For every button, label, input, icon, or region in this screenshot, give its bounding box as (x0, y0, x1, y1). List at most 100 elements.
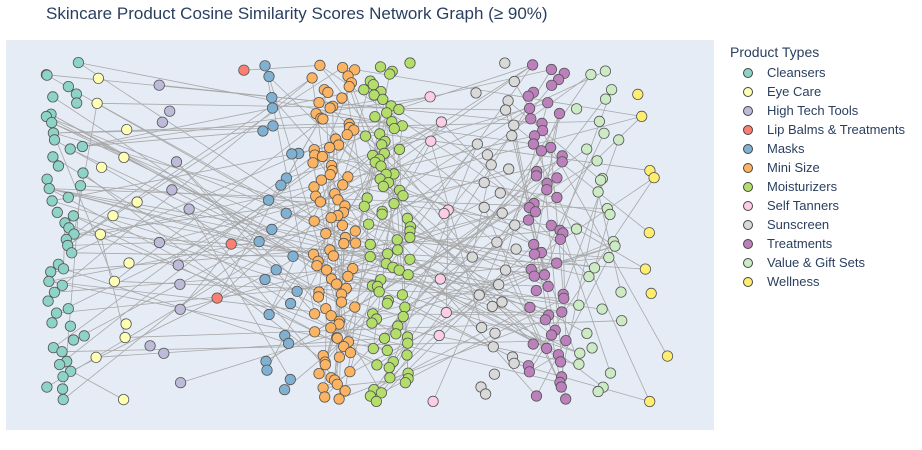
product-node[interactable] (368, 89, 380, 101)
product-node[interactable] (62, 191, 74, 203)
product-node[interactable] (574, 347, 586, 359)
product-node[interactable] (404, 231, 416, 243)
product-node[interactable] (312, 291, 324, 303)
product-node[interactable] (144, 340, 156, 352)
product-node[interactable] (404, 253, 416, 265)
product-node[interactable] (327, 250, 339, 262)
legend-item[interactable]: Sunscreen (730, 215, 905, 234)
product-node[interactable] (253, 236, 265, 248)
product-node[interactable] (164, 105, 176, 117)
product-node[interactable] (320, 264, 333, 276)
product-node[interactable] (316, 150, 328, 163)
product-node[interactable] (46, 317, 58, 329)
product-node[interactable] (434, 273, 446, 285)
product-node[interactable] (314, 196, 326, 208)
product-node[interactable] (525, 113, 537, 125)
product-node[interactable] (599, 65, 612, 77)
product-node[interactable] (53, 358, 66, 371)
product-node[interactable] (639, 263, 652, 275)
product-node[interactable] (392, 244, 404, 256)
product-node[interactable] (362, 218, 375, 230)
product-node[interactable] (266, 92, 278, 104)
product-node[interactable] (570, 103, 583, 115)
product-node[interactable] (661, 350, 674, 362)
product-node[interactable] (599, 93, 612, 105)
product-node[interactable] (257, 125, 269, 137)
product-node[interactable] (96, 161, 108, 173)
product-node[interactable] (338, 237, 350, 250)
product-node[interactable] (74, 180, 87, 192)
product-node[interactable] (331, 378, 343, 390)
product-node[interactable] (64, 320, 77, 332)
product-node[interactable] (397, 310, 409, 323)
product-node[interactable] (48, 134, 61, 146)
product-node[interactable] (510, 243, 522, 255)
product-node[interactable] (470, 87, 482, 99)
product-node[interactable] (594, 174, 607, 186)
product-node[interactable] (335, 296, 348, 308)
product-node[interactable] (52, 160, 65, 172)
product-node[interactable] (509, 219, 521, 231)
product-node[interactable] (523, 366, 536, 378)
product-node[interactable] (553, 107, 566, 120)
product-node[interactable] (551, 191, 563, 204)
product-node[interactable] (588, 262, 601, 274)
product-node[interactable] (471, 138, 483, 150)
product-node[interactable] (596, 303, 608, 315)
product-node[interactable] (473, 289, 485, 301)
product-node[interactable] (41, 381, 53, 393)
product-node[interactable] (388, 123, 400, 135)
product-node[interactable] (478, 177, 490, 189)
product-node[interactable] (107, 210, 119, 222)
legend-item[interactable]: Wellness (730, 272, 905, 291)
product-node[interactable] (131, 196, 143, 208)
product-node[interactable] (558, 292, 570, 304)
product-node[interactable] (527, 138, 540, 150)
product-node[interactable] (586, 342, 598, 354)
product-node[interactable] (313, 367, 325, 380)
product-node[interactable] (496, 207, 508, 219)
product-node[interactable] (538, 269, 551, 281)
product-node[interactable] (643, 227, 655, 239)
product-node[interactable] (65, 365, 77, 377)
product-node[interactable] (404, 57, 416, 69)
product-node[interactable] (488, 368, 500, 380)
product-node[interactable] (539, 314, 552, 326)
product-node[interactable] (402, 269, 414, 281)
product-node[interactable] (175, 377, 187, 389)
product-node[interactable] (156, 116, 168, 128)
product-node[interactable] (581, 327, 593, 339)
product-node[interactable] (336, 92, 348, 104)
product-node[interactable] (47, 91, 59, 103)
product-node[interactable] (47, 151, 59, 163)
product-node[interactable] (542, 280, 554, 292)
product-node[interactable] (435, 116, 447, 128)
product-node[interactable] (170, 156, 183, 168)
product-node[interactable] (603, 251, 615, 264)
product-node[interactable] (344, 346, 357, 359)
product-node[interactable] (158, 347, 170, 359)
product-node[interactable] (323, 141, 336, 154)
product-node[interactable] (502, 95, 514, 107)
product-node[interactable] (384, 68, 396, 80)
product-node[interactable] (153, 236, 165, 249)
product-node[interactable] (174, 278, 186, 290)
product-node[interactable] (369, 111, 381, 123)
product-node[interactable] (381, 248, 394, 260)
product-node[interactable] (485, 159, 497, 171)
product-node[interactable] (604, 208, 616, 220)
product-node[interactable] (381, 107, 393, 119)
product-node[interactable] (556, 306, 568, 318)
product-node[interactable] (267, 120, 279, 132)
legend-item[interactable]: Eye Care (730, 82, 905, 101)
product-node[interactable] (615, 286, 627, 298)
product-node[interactable] (225, 238, 237, 250)
product-node[interactable] (313, 97, 325, 109)
product-node[interactable] (64, 143, 76, 155)
product-node[interactable] (528, 238, 540, 251)
product-node[interactable] (309, 326, 321, 338)
product-node[interactable] (396, 289, 408, 301)
product-node[interactable] (349, 225, 361, 237)
product-node[interactable] (314, 59, 326, 72)
product-node[interactable] (390, 328, 402, 340)
